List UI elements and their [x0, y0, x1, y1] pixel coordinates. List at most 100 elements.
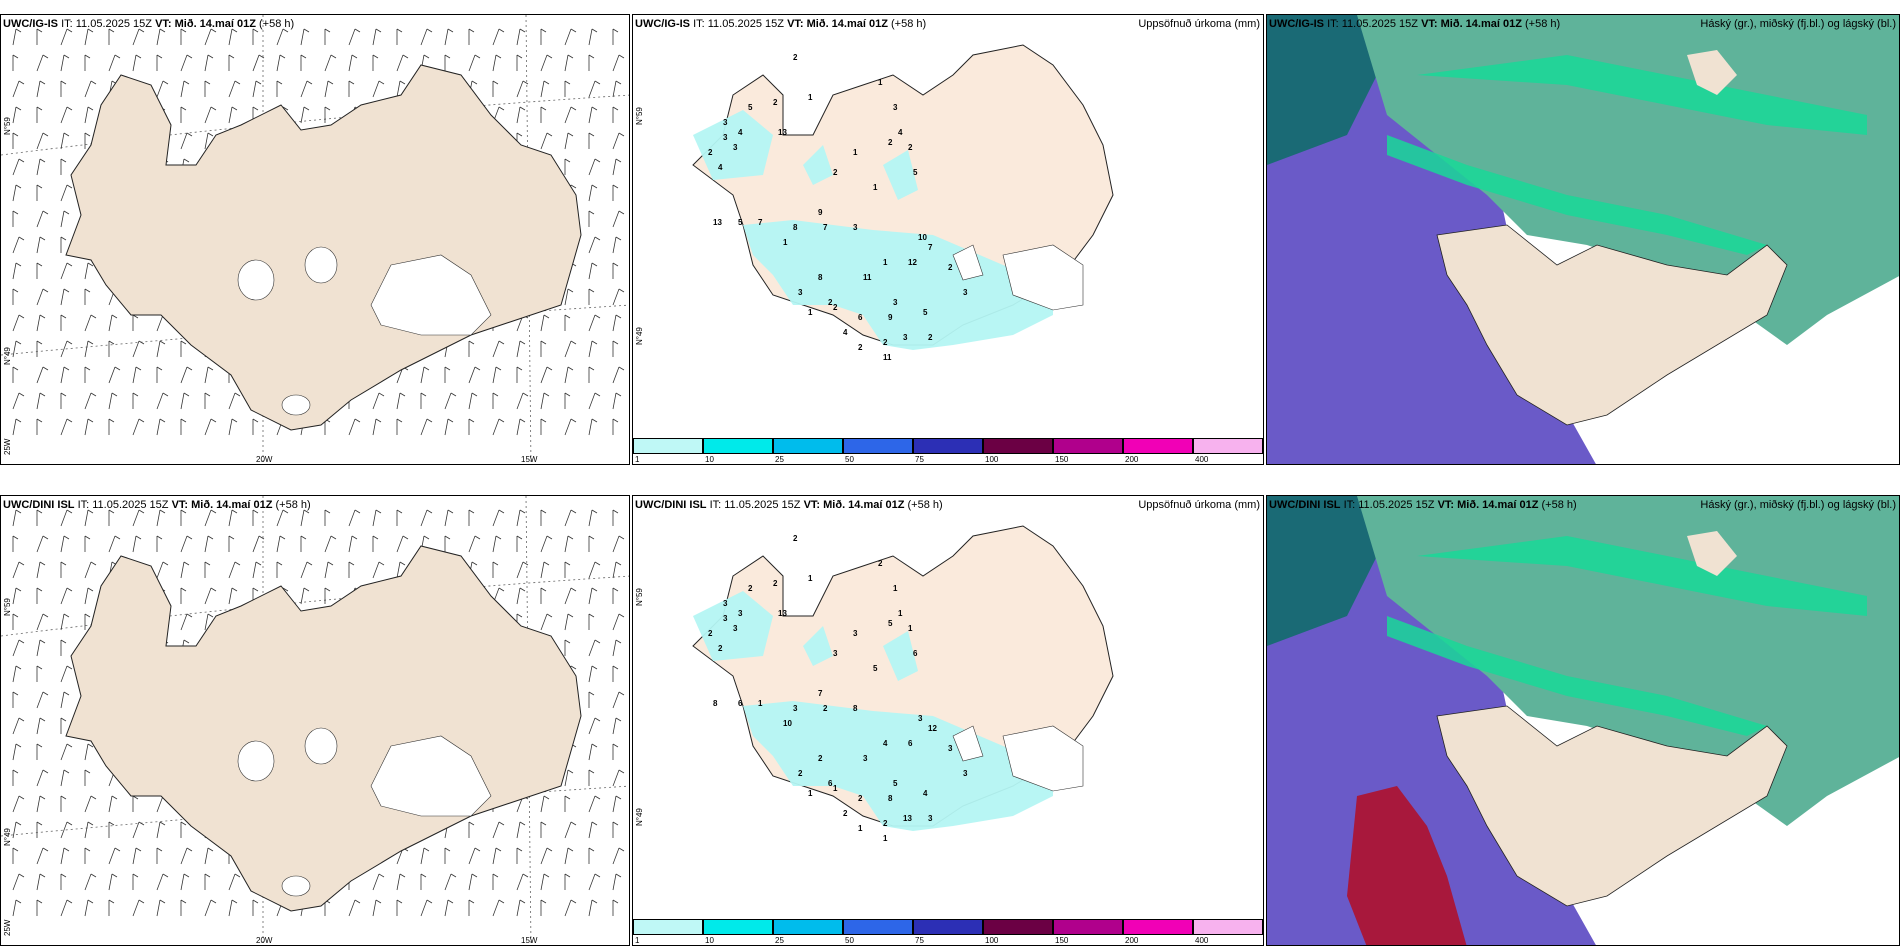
wind-barb-flag	[372, 535, 379, 540]
wind-barb-flag	[471, 561, 478, 566]
wind-barb-flag	[252, 418, 259, 423]
wind-barb-flag	[132, 392, 139, 397]
wind-barb	[564, 821, 572, 839]
wind-barb-flag	[111, 392, 118, 397]
wind-barb	[588, 587, 593, 605]
cloud-panel-row1: UWC/IG-IS IT: 11.05.2025 15Z VT: Mið. 14…	[1266, 14, 1900, 465]
wind-barb-flag	[300, 54, 307, 59]
wind-barb-flag	[567, 288, 574, 293]
wind-barb-flag	[570, 340, 577, 345]
wind-barb	[36, 236, 41, 254]
wind-barb	[60, 899, 68, 917]
wind-barb	[588, 340, 593, 358]
precip-number: 13	[713, 218, 722, 227]
wind-barb	[492, 340, 500, 358]
wind-barb-flag	[420, 392, 427, 397]
wind-barb-flag	[612, 821, 619, 826]
wind-barb-flag	[231, 509, 238, 514]
wind-barb-flag	[519, 28, 526, 33]
wind-barb	[468, 873, 473, 891]
wind-barb	[420, 847, 425, 865]
wind-barb-flag	[108, 899, 115, 904]
wind-barb-flag	[348, 561, 355, 566]
precip-number: 6	[908, 739, 913, 748]
wind-barb-flag	[90, 561, 97, 566]
wind-barb	[204, 54, 209, 72]
wind-barb-flag	[87, 106, 94, 111]
wind-barb	[252, 561, 257, 579]
wind-barb-flag	[399, 80, 406, 85]
precip-number: 2	[878, 559, 883, 568]
wind-barb-flag	[540, 340, 547, 345]
wind-barb-flag	[60, 314, 67, 319]
wind-barb	[84, 795, 92, 813]
wind-barb-flag	[498, 821, 505, 826]
wind-barb	[60, 210, 65, 228]
wind-barb-flag	[60, 873, 67, 878]
wind-barb-flag	[612, 743, 619, 748]
wind-barb-flag	[495, 366, 502, 371]
wind-barb-flag	[474, 535, 481, 540]
colorbar-swatch	[703, 438, 773, 454]
wind-barb	[564, 340, 572, 358]
wind-barb-flag	[183, 392, 190, 397]
wind-barb	[588, 28, 593, 46]
wind-barb	[468, 54, 476, 72]
precip-number: 7	[818, 689, 823, 698]
wind-barb-flag	[138, 28, 145, 33]
wind-barb	[540, 873, 545, 891]
wind-barb	[36, 561, 41, 579]
wind-barb-flag	[36, 899, 43, 904]
colorbar-label: 1	[635, 936, 640, 945]
wind-barb-flag	[591, 184, 598, 189]
wind-barb	[372, 873, 380, 891]
wind-barb-flag	[39, 80, 46, 85]
wind-barb	[372, 561, 380, 579]
wind-barb	[516, 899, 521, 917]
wind-barb-flag	[420, 873, 427, 878]
precip-number: 10	[783, 719, 792, 728]
colorbar: 1 10 25 50 75 100 150 200 400	[633, 917, 1263, 945]
precip-number: 7	[928, 243, 933, 252]
wind-barb-flag	[18, 561, 25, 566]
wind-barb-flag	[354, 509, 361, 514]
wind-barb	[540, 535, 548, 553]
wind-barb-flag	[42, 54, 49, 59]
precip-number: 2	[858, 794, 863, 803]
wind-barb-flag	[468, 340, 475, 345]
precip-number: 2	[708, 629, 713, 638]
wind-barb-flag	[522, 392, 529, 397]
wind-barb	[228, 873, 236, 891]
wind-barb	[228, 392, 236, 410]
wind-barb	[420, 899, 428, 917]
wind-barb-flag	[108, 28, 115, 33]
wind-barb	[180, 873, 185, 891]
wind-barb-flag	[114, 847, 121, 852]
wind-barb-flag	[210, 899, 217, 904]
wind-barb	[60, 665, 68, 683]
wind-barb-flag	[447, 28, 454, 33]
precip-number: 3	[723, 599, 728, 608]
wind-barb-flag	[618, 691, 625, 696]
wind-barb-flag	[372, 54, 379, 59]
wind-barb	[396, 392, 401, 410]
wind-barb-flag	[180, 106, 187, 111]
wind-barb	[612, 847, 620, 865]
wind-barb-flag	[90, 80, 97, 85]
wind-barb	[324, 80, 329, 98]
wind-barb	[372, 899, 377, 917]
wind-barb-flag	[183, 639, 190, 644]
wind-barb	[372, 418, 377, 436]
cloud-map	[1267, 15, 1899, 464]
wind-barb	[612, 236, 617, 254]
wind-barb	[204, 613, 209, 631]
precip-number: 6	[858, 313, 863, 322]
wind-barb-flag	[447, 509, 454, 514]
wind-barb	[468, 847, 476, 865]
wind-barb-flag	[354, 899, 361, 904]
wind-barb-flag	[84, 613, 91, 618]
wind-barb-flag	[186, 535, 193, 540]
precip-number: 3	[738, 609, 743, 618]
wind-barb-flag	[564, 392, 571, 397]
wind-barb-flag	[15, 821, 22, 826]
